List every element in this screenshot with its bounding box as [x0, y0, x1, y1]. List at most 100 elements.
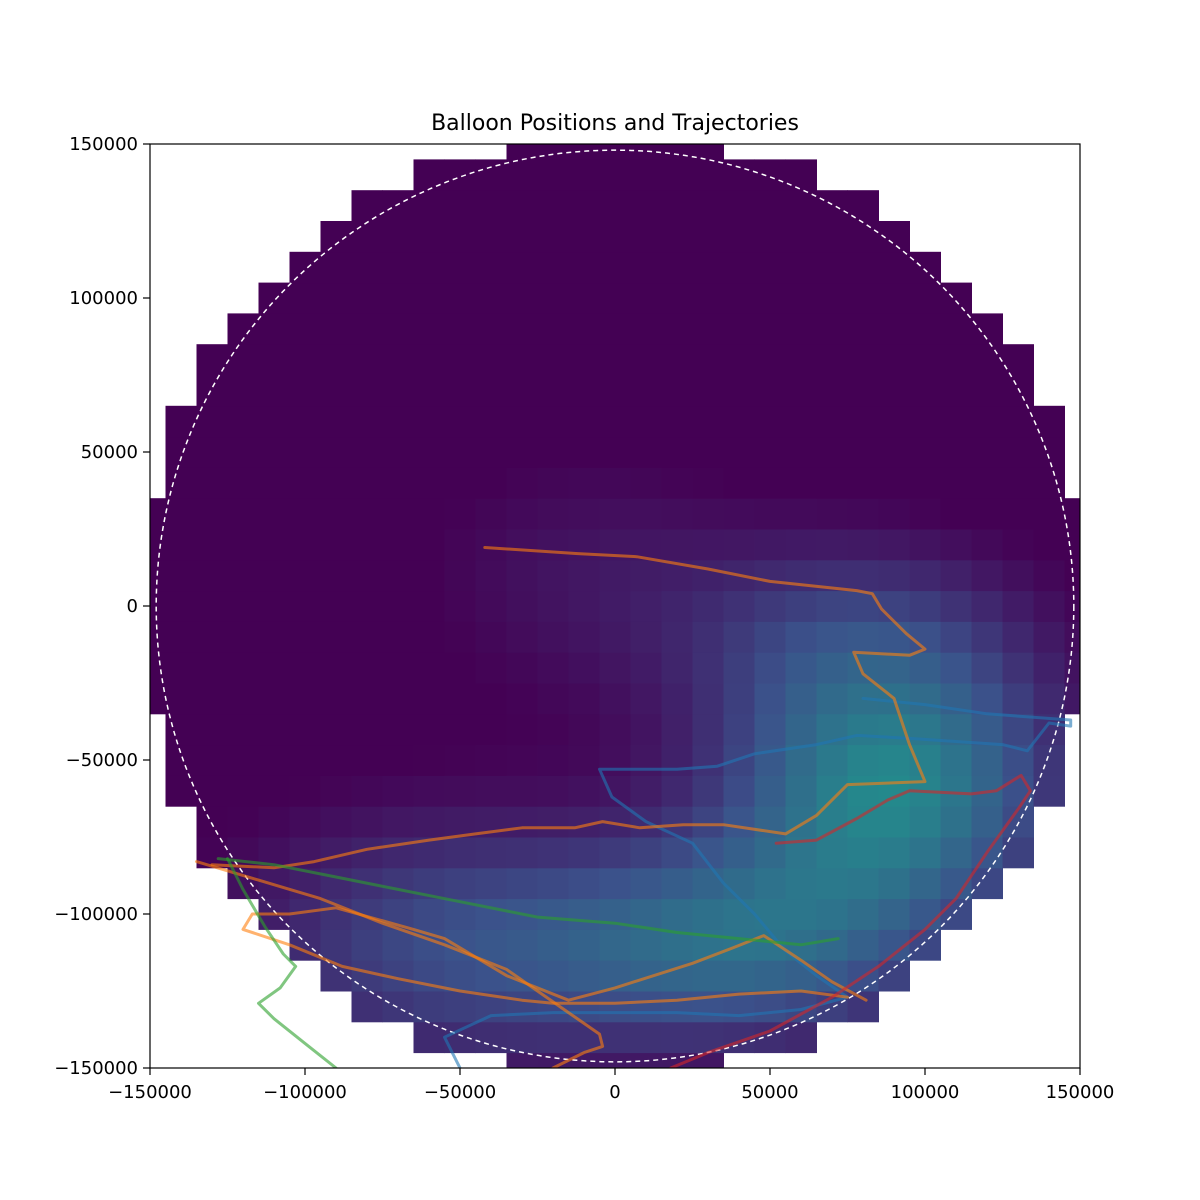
heatmap-cell — [382, 190, 414, 222]
heatmap-cell — [940, 498, 972, 530]
heatmap-cell — [227, 744, 259, 776]
heatmap-cell — [258, 621, 290, 653]
trajectory-1 — [443, 696, 1073, 1068]
heatmap-cell — [692, 867, 724, 900]
heatmap-cell — [351, 344, 383, 376]
x-tick-label: 50000 — [741, 1082, 798, 1103]
heatmap-cell — [196, 744, 228, 776]
heatmap-cell — [754, 1021, 786, 1054]
heatmap-cell — [878, 251, 910, 284]
heatmap-cell — [971, 744, 1003, 776]
heatmap-cell — [289, 498, 321, 530]
heatmap-cell — [754, 559, 786, 592]
heatmap-cell — [599, 251, 631, 284]
heatmap-cell — [1002, 621, 1034, 653]
heatmap-cell — [785, 652, 817, 684]
heatmap-cell — [754, 251, 786, 284]
heatmap-cell — [320, 529, 352, 561]
heatmap-cell — [692, 405, 724, 438]
heatmap-cell — [847, 652, 879, 684]
heatmap-cell — [475, 251, 507, 284]
heatmap-cell — [351, 467, 383, 499]
heatmap-cell — [506, 313, 538, 345]
heatmap-cell — [630, 282, 662, 314]
heatmap-cell — [630, 498, 662, 530]
heatmap-cell — [444, 251, 476, 284]
heatmap-cell — [723, 867, 755, 900]
heatmap-cell — [320, 375, 352, 407]
heatmap-cell — [971, 375, 1003, 407]
heatmap-cell — [661, 467, 693, 499]
heatmap-cell — [599, 159, 631, 191]
heatmap-cell — [1002, 559, 1034, 592]
heatmap-cell — [506, 683, 538, 715]
heatmap-cell — [475, 159, 507, 191]
heatmap-cell — [692, 144, 724, 160]
heatmap-cell — [630, 221, 662, 253]
heatmap-cell — [1002, 467, 1034, 499]
heatmap-cell — [599, 559, 631, 592]
heatmap-cell — [444, 221, 476, 253]
heatmap-cell — [227, 683, 259, 715]
heatmap-cell — [568, 405, 600, 438]
heatmap-cell — [382, 775, 414, 807]
heatmap-cell — [878, 313, 910, 345]
heatmap-cell — [1033, 683, 1065, 715]
heatmap-cell — [723, 806, 755, 838]
heatmap-cell — [785, 190, 817, 222]
heatmap-cell — [816, 467, 848, 499]
heatmap-cell — [1033, 559, 1065, 592]
heatmap-cell — [878, 898, 910, 930]
heatmap-cell — [909, 375, 941, 407]
heatmap-cell — [382, 529, 414, 561]
heatmap — [150, 144, 1080, 1068]
heatmap-cell — [320, 590, 352, 622]
heatmap-cell — [785, 867, 817, 900]
heatmap-cell — [568, 652, 600, 684]
heatmap-cell — [165, 529, 197, 561]
heatmap-cell — [258, 498, 290, 530]
heatmap-cell — [289, 467, 321, 499]
heatmap-cell — [878, 529, 910, 561]
heatmap-cell — [847, 559, 879, 592]
x-tick-label: −50000 — [424, 1082, 496, 1103]
heatmap-cell — [878, 559, 910, 592]
heatmap-cell — [258, 683, 290, 715]
heatmap-cell — [692, 159, 724, 191]
heatmap-cell — [878, 806, 910, 838]
heatmap-cell — [444, 159, 476, 191]
heatmap-cell — [444, 559, 476, 592]
heatmap-cell — [661, 529, 693, 561]
heatmap-cell — [971, 344, 1003, 376]
heatmap-cell — [196, 713, 228, 746]
heatmap-cell — [847, 867, 879, 900]
heatmap-cell — [413, 1021, 445, 1054]
heatmap-cell — [909, 436, 941, 468]
heatmap-cell — [413, 744, 445, 776]
heatmap-cell — [506, 621, 538, 653]
heatmap-cell — [165, 498, 197, 530]
heatmap-cell — [320, 929, 352, 961]
heatmap-cell — [444, 344, 476, 376]
heatmap-cell — [413, 898, 445, 930]
heatmap-cell — [816, 313, 848, 345]
heatmap-cell — [289, 529, 321, 561]
heatmap-cell — [1064, 559, 1080, 592]
heatmap-cell — [630, 190, 662, 222]
heatmap-cell — [165, 405, 197, 438]
heatmap-cell — [692, 498, 724, 530]
heatmap-cell — [413, 190, 445, 222]
heatmap-cell — [940, 806, 972, 838]
heatmap-cell — [1002, 498, 1034, 530]
heatmap-cell — [506, 806, 538, 838]
heatmap-cell — [816, 282, 848, 314]
heatmap-cell — [351, 775, 383, 807]
heatmap-cell — [630, 652, 662, 684]
heatmap-cell — [537, 190, 569, 222]
heatmap-cell — [196, 529, 228, 561]
heatmap-cell — [475, 929, 507, 961]
heatmap-cell — [289, 652, 321, 684]
heatmap-cell — [816, 251, 848, 284]
heatmap-cell — [444, 529, 476, 561]
heatmap-cell — [1064, 590, 1080, 622]
